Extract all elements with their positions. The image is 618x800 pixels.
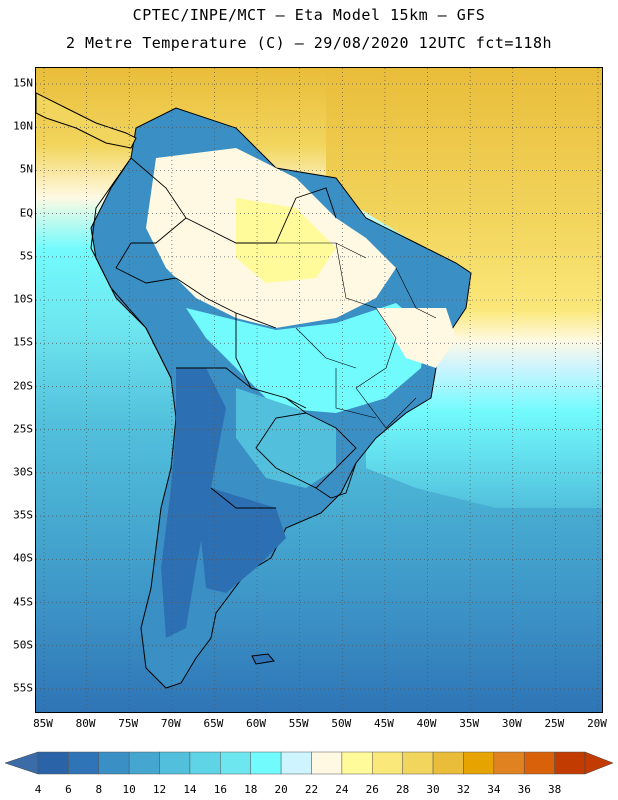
- colorbar-label: 36: [517, 783, 531, 796]
- colorbar-swatch: [554, 751, 586, 775]
- latitude-label: 30S: [13, 465, 33, 479]
- colorbar-swatch: [311, 751, 343, 775]
- latitude-label: EQ: [19, 206, 33, 220]
- longitude-label: 45W: [373, 717, 394, 730]
- latitude-label: 10N: [13, 119, 33, 133]
- colorbar-swatch: [37, 751, 69, 775]
- latitude-label: 55S: [13, 681, 33, 695]
- andes-cold-zone: [161, 368, 226, 638]
- colorbar-label: 10: [122, 783, 136, 796]
- colorbar-label: 16: [213, 783, 227, 796]
- latitude-label: 40S: [13, 551, 33, 565]
- colorbar-label: 12: [152, 783, 167, 796]
- falkland-islands: [251, 653, 275, 665]
- colorbar-swatch: [98, 751, 130, 775]
- latitude-label: 5N: [19, 162, 33, 176]
- colorbar-swatch: [250, 751, 282, 775]
- longitude-label: 35W: [459, 717, 480, 730]
- colorbar-left-arrow: [4, 751, 39, 775]
- colorbar-label: 6: [65, 783, 72, 796]
- country-borders: [115, 157, 357, 509]
- colorbar-swatch: [493, 751, 525, 775]
- longitude-label: 65W: [203, 717, 224, 730]
- colorbar-swatch: [402, 751, 434, 775]
- latitude-label: 20S: [13, 379, 33, 392]
- colorbar-swatch: [523, 751, 555, 775]
- latitude-label: 15S: [13, 335, 33, 349]
- latitude-label: 15N: [13, 76, 33, 90]
- colorbar-label: 18: [244, 783, 258, 796]
- colorbar-swatch: [463, 751, 495, 775]
- longitude-label: 60W: [246, 717, 266, 730]
- temperature-map: [36, 68, 602, 712]
- colorbar-label: 14: [183, 783, 197, 796]
- longitude-label: 25W: [544, 717, 565, 730]
- longitude-label: 55W: [288, 717, 309, 730]
- longitude-label: 50W: [331, 717, 352, 730]
- colorbar-swatch: [341, 751, 373, 775]
- longitude-label: 75W: [118, 717, 139, 730]
- colorbar: [4, 751, 614, 775]
- latitude-label: 5S: [19, 249, 33, 263]
- colorbar-label: 8: [95, 783, 103, 796]
- title-line-2: 2 Metre Temperature (C) – 29/08/2020 12U…: [65, 34, 553, 52]
- latitude-label: 50S: [13, 638, 33, 652]
- title-line-1: CPTEC/INPE/MCT – Eta Model 15km – GFS: [132, 6, 486, 24]
- colorbar-label: 32: [456, 783, 471, 796]
- latitude-label: 35S: [13, 508, 33, 522]
- colorbar-swatch: [432, 751, 464, 775]
- colorbar-label: 22: [304, 783, 319, 796]
- colorbar-swatch: [372, 751, 403, 775]
- colorbar-swatch: [159, 751, 191, 775]
- central-america-land: [36, 92, 137, 149]
- colorbar-swatch: [280, 751, 312, 775]
- colorbar-label: 28: [396, 783, 410, 796]
- colorbar-swatch: [68, 751, 100, 775]
- longitude-label: 85W: [33, 717, 53, 730]
- longitude-label: 40W: [416, 717, 437, 730]
- latitude-label: 25S: [13, 422, 33, 436]
- patagonia-cold-zone: [201, 488, 286, 593]
- colorbar-label: 4: [34, 783, 42, 796]
- pacific-coastline: [90, 157, 172, 379]
- colorbar-swatch: [220, 751, 251, 775]
- colorbar-label: 30: [426, 783, 440, 796]
- map-panel: [35, 67, 603, 713]
- latitude-label: 45S: [13, 595, 33, 609]
- longitude-label: 80W: [75, 717, 96, 730]
- central-brazil-zone: [186, 303, 426, 413]
- colorbar-label: 34: [487, 783, 501, 796]
- northeast-brazil-zone: [376, 308, 456, 368]
- colorbar-swatch: [189, 751, 221, 775]
- longitude-label: 70W: [160, 717, 181, 730]
- latitude-label: 10S: [13, 292, 33, 306]
- colorbar-swatch: [128, 751, 160, 775]
- colorbar-label: 20: [274, 783, 288, 796]
- chaco-zone: [236, 388, 336, 488]
- amazon-core-zone: [236, 198, 336, 283]
- colorbar-right-arrow: [584, 751, 614, 775]
- colorbar-label: 38: [547, 783, 562, 796]
- graticule: [36, 68, 602, 712]
- longitude-label: 30W: [501, 717, 522, 730]
- longitude-label: 20W: [587, 717, 607, 730]
- state-borders: [276, 242, 437, 429]
- colorbar-label: 24: [335, 783, 349, 796]
- colorbar-label: 26: [365, 783, 379, 796]
